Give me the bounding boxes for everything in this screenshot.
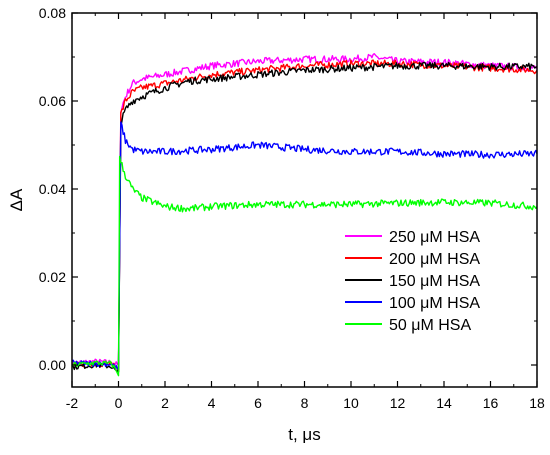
x-tick-label: 12	[390, 395, 406, 411]
legend: 250 μM HSA 200 μM HSA 150 μM HSA 100 μM HSA…	[345, 229, 480, 334]
legend-label-2: 150 μM HSA	[389, 273, 480, 290]
x-tick-label: -2	[66, 395, 79, 411]
y-tick-label: 0.06	[39, 93, 66, 109]
y-tick-label: 0.04	[39, 181, 66, 197]
legend-label-0: 250 μM HSA	[389, 229, 480, 246]
x-axis-title: t, μs	[288, 425, 320, 444]
series-line-3	[71, 121, 538, 371]
y-tick-label: 0.08	[39, 5, 66, 21]
x-tick-label: 0	[115, 395, 123, 411]
y-axis-title: ΔA	[7, 188, 26, 211]
legend-label-3: 100 μM HSA	[389, 295, 480, 312]
legend-label-1: 200 μM HSA	[389, 251, 480, 268]
x-tick-label: 18	[529, 395, 545, 411]
ticks-layer: -2 0 2 4 6 8 10 12 14 16 18 0.00 0.02 0.04 0.06 0.08	[39, 5, 545, 411]
series-line-2	[71, 61, 538, 373]
x-tick-label: 2	[161, 395, 169, 411]
legend-label-4: 50 μM HSA	[389, 317, 471, 334]
series-layer	[71, 53, 538, 377]
x-tick-label: 4	[208, 395, 216, 411]
x-tick-label: 6	[254, 395, 262, 411]
y-tick-label: 0.00	[39, 357, 66, 373]
series-line-1	[71, 59, 538, 373]
y-tick-label: 0.02	[39, 269, 66, 285]
series-line-4	[71, 155, 538, 377]
x-tick-label: 10	[343, 395, 359, 411]
x-tick-label: 16	[483, 395, 499, 411]
x-tick-label: 8	[301, 395, 309, 411]
x-tick-label: 14	[436, 395, 452, 411]
